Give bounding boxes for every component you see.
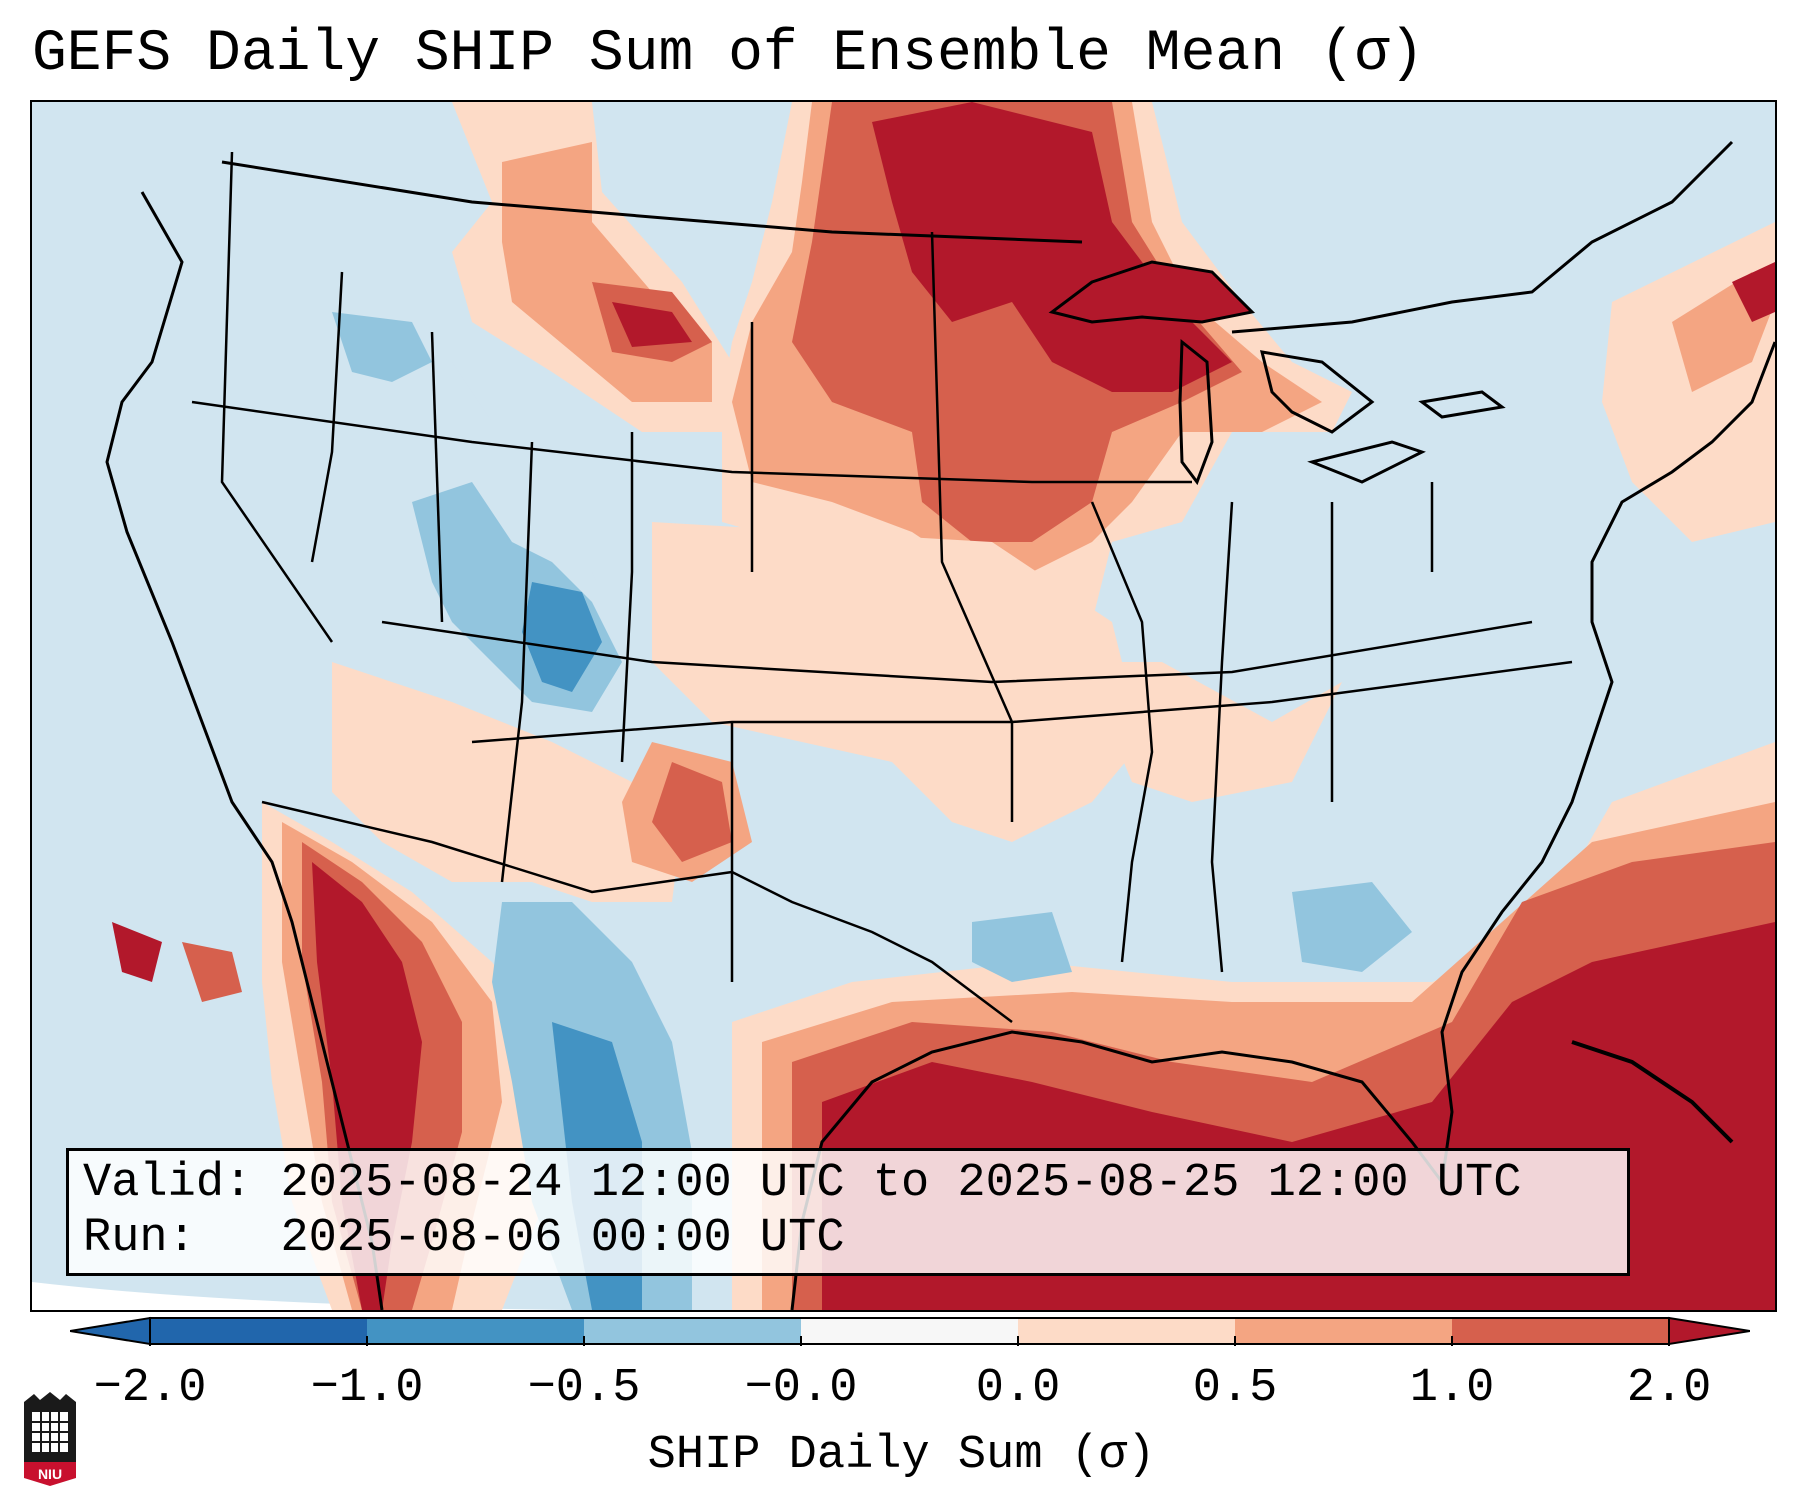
colorbar-tick-label: 0.5 bbox=[1192, 1362, 1278, 1415]
anom-ga-cool bbox=[1292, 882, 1412, 972]
anom-ne-max bbox=[1732, 262, 1775, 322]
colorbar bbox=[69, 1316, 1751, 1351]
state-line-v1 bbox=[220, 151, 334, 643]
colorbar-svg bbox=[69, 1316, 1751, 1346]
domain-edge-bl bbox=[32, 1282, 932, 1310]
colorbar-tick-label: −0.5 bbox=[527, 1362, 641, 1415]
lake-huron bbox=[1259, 350, 1375, 434]
state-line-v10 bbox=[1210, 501, 1234, 973]
anom-co-cool bbox=[522, 582, 602, 692]
canada-border bbox=[221, 160, 1083, 244]
colorbar-segment-6 bbox=[1235, 1318, 1452, 1344]
run-value: 2025-08-06 00:00 UTC bbox=[280, 1212, 845, 1265]
colorbar-tick-label: −0.0 bbox=[744, 1362, 858, 1415]
texas-rio-grande bbox=[731, 870, 1013, 1023]
mexico-border bbox=[261, 800, 733, 894]
niu-logo-icon: NIU bbox=[24, 1392, 76, 1486]
colorbar-segment-5 bbox=[1018, 1318, 1235, 1344]
colorbar-min-extend bbox=[69, 1316, 151, 1346]
colorbar-tick-label: −1.0 bbox=[310, 1362, 424, 1415]
anom-north-max bbox=[872, 102, 1232, 392]
anom-nm-strong bbox=[652, 762, 732, 862]
svg-text:NIU: NIU bbox=[38, 1466, 62, 1482]
colorbar-label: SHIP Daily Sum (σ) bbox=[647, 1429, 1156, 1482]
colorbar-segment-2 bbox=[367, 1318, 584, 1344]
colorbar-tick-label: −2.0 bbox=[93, 1362, 207, 1415]
colorbar-tick-label: 1.0 bbox=[1409, 1362, 1495, 1415]
state-line-v5 bbox=[620, 432, 634, 763]
chart-title: GEFS Daily SHIP Sum of Ensemble Mean (σ) bbox=[32, 22, 1425, 87]
map-panel bbox=[30, 100, 1777, 1312]
canada-border-east bbox=[1231, 140, 1734, 334]
anom-mt-max bbox=[612, 302, 692, 347]
lake-michigan bbox=[1178, 338, 1214, 486]
niu-logo: NIU bbox=[20, 1390, 80, 1493]
state-line-v3 bbox=[430, 331, 444, 623]
map-svg bbox=[32, 102, 1775, 1310]
cuba bbox=[1571, 1040, 1734, 1144]
anom-midwest-light bbox=[652, 522, 1142, 842]
anom-pacific-spot2 bbox=[182, 942, 242, 1002]
state-line-v9 bbox=[1090, 501, 1154, 963]
colorbar-tick-label: 2.0 bbox=[1626, 1362, 1712, 1415]
valid-label: Valid: bbox=[83, 1157, 253, 1210]
lake-ontario bbox=[1418, 390, 1506, 419]
east-gulf-coastline bbox=[790, 341, 1775, 1310]
state-line-v4 bbox=[500, 441, 534, 883]
valid-run-box: Valid: 2025-08-24 12:00 UTC to 2025-08-2… bbox=[66, 1148, 1630, 1276]
state-line-v8 bbox=[930, 231, 1014, 822]
state-line-1 bbox=[191, 400, 1192, 484]
colorbar-segment-4 bbox=[801, 1318, 1018, 1344]
colorbar-segment-7 bbox=[1452, 1318, 1669, 1344]
colorbar-segment-1 bbox=[150, 1318, 367, 1344]
valid-value: 2025-08-24 12:00 UTC to 2025-08-25 12:00… bbox=[280, 1157, 1522, 1210]
state-line-v2 bbox=[310, 271, 344, 563]
colorbar-segment-3 bbox=[584, 1318, 801, 1344]
anom-pacific-spot bbox=[112, 922, 162, 982]
colorbar-max-extend bbox=[1668, 1316, 1751, 1346]
colorbar-tick-label: 0.0 bbox=[975, 1362, 1061, 1415]
anom-id-cool bbox=[332, 312, 432, 382]
west-coastline bbox=[105, 191, 384, 1310]
anom-sw-light bbox=[332, 662, 682, 902]
anom-la-cool bbox=[972, 912, 1072, 982]
lake-erie bbox=[1307, 440, 1426, 484]
run-label: Run: bbox=[83, 1212, 196, 1265]
lake-superior bbox=[1048, 260, 1256, 324]
